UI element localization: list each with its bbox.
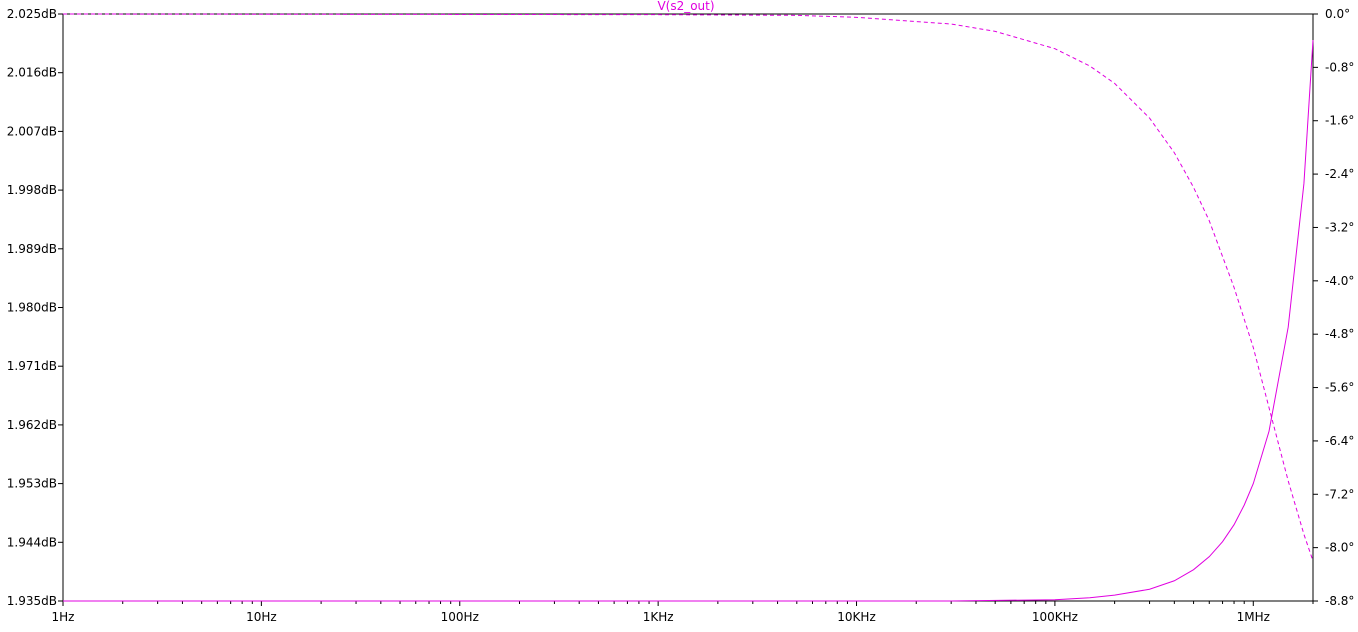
right-tick-label: 0.0°	[1325, 7, 1350, 21]
left-axis: 2.025dB 2.016dB 2.007dB 1.998dB 1.989dB 1.980…	[7, 7, 63, 608]
bottom-tick-label: 100Hz	[441, 610, 479, 624]
left-tick-label: 2.025dB	[7, 7, 57, 21]
right-tick-label: -8.0°	[1325, 541, 1354, 555]
right-tick-label: -8.8°	[1325, 594, 1354, 608]
bottom-tick-label: 1Hz	[52, 610, 75, 624]
left-tick-label: 1.980dB	[7, 301, 57, 315]
right-tick-label: -4.8°	[1325, 327, 1354, 341]
left-tick-label: 2.016dB	[7, 66, 57, 80]
right-tick-label: -1.6°	[1325, 114, 1354, 128]
left-tick-label: 1.935dB	[7, 594, 57, 608]
right-tick-label: -4.0°	[1325, 274, 1354, 288]
trace-title[interactable]: V(s2_out)	[657, 0, 714, 13]
right-tick-label: -0.8°	[1325, 60, 1354, 74]
right-tick-label: -6.4°	[1325, 434, 1354, 448]
right-tick-label: -5.6°	[1325, 381, 1354, 395]
bottom-tick-label: 100KHz	[1032, 610, 1078, 624]
bottom-tick-label: 1MHz	[1237, 610, 1270, 624]
right-tick-label: -3.2°	[1325, 220, 1354, 234]
series-layer	[62, 13, 1314, 602]
bottom-tick-label: 10KHz	[837, 610, 875, 624]
left-tick-label: 2.007dB	[7, 124, 57, 138]
right-axis: 0.0° -0.8° -1.6° -2.4° -3.2° -4.0° -4.8° -5.6° -…	[1313, 7, 1354, 608]
left-tick-label: 1.962dB	[7, 418, 57, 432]
right-tick-label: -2.4°	[1325, 167, 1354, 181]
left-tick-label: 1.971dB	[7, 359, 57, 373]
left-tick-label: 1.998dB	[7, 183, 57, 197]
bottom-axis: 1Hz 10Hz 100Hz 1KHz 10KHz 100KHz 1MHz	[52, 601, 1314, 624]
left-tick-label: 1.944dB	[7, 535, 57, 549]
bottom-tick-label: 1KHz	[643, 610, 674, 624]
left-tick-label: 1.953dB	[7, 477, 57, 491]
magnitude-trace	[63, 40, 1314, 602]
right-tick-label: -7.2°	[1325, 487, 1354, 501]
left-tick-label: 1.989dB	[7, 242, 57, 256]
phase-trace	[62, 13, 1314, 562]
plot-frame	[62, 13, 1314, 602]
bottom-tick-label: 10Hz	[246, 610, 277, 624]
